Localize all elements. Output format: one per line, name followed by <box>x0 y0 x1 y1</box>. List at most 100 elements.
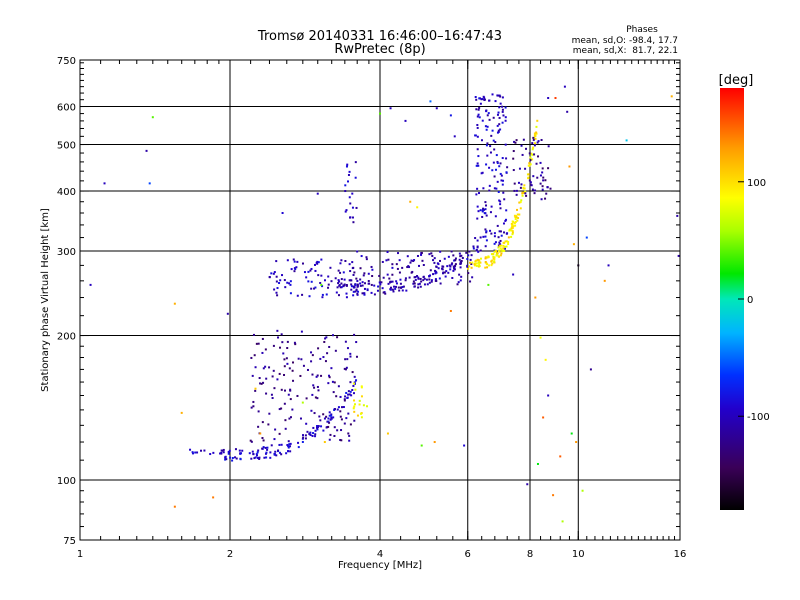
data-point <box>493 187 496 190</box>
data-point <box>515 139 518 142</box>
data-point <box>409 261 412 264</box>
data-point <box>486 154 489 157</box>
data-point <box>344 395 347 398</box>
data-point <box>520 199 523 202</box>
data-point <box>547 145 550 148</box>
data-point <box>283 389 286 392</box>
data-point <box>541 185 544 188</box>
data-point <box>500 244 503 247</box>
data-point <box>319 419 322 422</box>
data-point <box>456 283 459 286</box>
data-point <box>276 287 279 290</box>
data-point <box>487 256 490 259</box>
data-point <box>347 432 350 435</box>
data-point <box>381 260 384 263</box>
data-point <box>533 144 536 147</box>
data-point <box>467 272 470 275</box>
data-point <box>547 97 550 100</box>
data-point <box>489 145 492 148</box>
data-point <box>480 172 483 175</box>
data-point <box>515 215 518 218</box>
data-point <box>537 155 540 158</box>
data-point <box>264 452 267 455</box>
data-point <box>417 277 420 280</box>
data-point <box>259 382 262 385</box>
data-point <box>443 271 446 274</box>
data-point <box>339 410 342 413</box>
data-point <box>229 456 232 459</box>
data-point <box>289 389 292 392</box>
data-point <box>310 267 313 270</box>
data-point <box>257 410 260 413</box>
data-point <box>309 433 312 436</box>
data-point <box>308 433 311 436</box>
data-point <box>423 277 426 280</box>
data-point <box>486 142 489 145</box>
data-point <box>528 162 531 165</box>
data-point <box>537 140 540 143</box>
data-point <box>353 410 356 413</box>
data-point <box>501 105 504 108</box>
data-point <box>354 176 357 179</box>
data-point <box>489 211 492 214</box>
x-tick-label: 2 <box>227 549 233 560</box>
data-point <box>272 272 275 275</box>
data-point <box>276 329 279 332</box>
data-point <box>488 189 491 192</box>
data-point <box>450 263 453 266</box>
data-point <box>279 346 282 349</box>
data-point <box>434 278 437 281</box>
data-point <box>542 179 545 182</box>
data-point <box>262 381 265 384</box>
data-point <box>286 259 289 262</box>
data-point <box>268 276 271 279</box>
data-point <box>563 85 566 88</box>
data-point <box>625 139 628 142</box>
data-point <box>398 259 401 262</box>
data-point <box>301 401 304 404</box>
data-point <box>484 256 487 259</box>
data-point <box>334 349 337 352</box>
data-point <box>299 417 302 420</box>
data-point <box>417 283 420 286</box>
data-point <box>304 434 307 437</box>
data-point <box>477 155 480 158</box>
data-point <box>303 271 306 274</box>
data-point <box>321 285 324 288</box>
data-point <box>514 224 517 227</box>
data-point <box>399 278 402 281</box>
data-point <box>259 432 262 435</box>
data-point <box>496 160 499 163</box>
data-point <box>501 250 504 253</box>
data-point <box>497 111 500 114</box>
data-point <box>492 257 495 260</box>
data-point <box>322 429 325 432</box>
data-point <box>282 352 285 355</box>
data-point <box>430 252 433 255</box>
data-point <box>332 334 335 337</box>
data-point <box>352 384 355 387</box>
data-point <box>498 165 501 168</box>
data-point <box>365 256 368 259</box>
data-point <box>525 147 528 150</box>
data-point <box>499 230 502 233</box>
data-point <box>449 114 452 117</box>
data-point <box>499 172 502 175</box>
data-point <box>402 285 405 288</box>
data-point <box>391 280 394 283</box>
data-point <box>512 150 515 153</box>
data-point <box>490 232 493 235</box>
data-point <box>227 452 230 455</box>
data-point <box>476 126 479 129</box>
data-point <box>323 441 326 444</box>
data-point <box>484 228 487 231</box>
data-point <box>280 333 283 336</box>
data-point <box>151 116 154 119</box>
data-point <box>499 247 502 250</box>
data-point <box>428 275 431 278</box>
data-point <box>312 384 315 387</box>
data-point <box>499 243 502 246</box>
data-point <box>353 375 356 378</box>
data-point <box>485 110 488 113</box>
data-point <box>521 153 524 156</box>
